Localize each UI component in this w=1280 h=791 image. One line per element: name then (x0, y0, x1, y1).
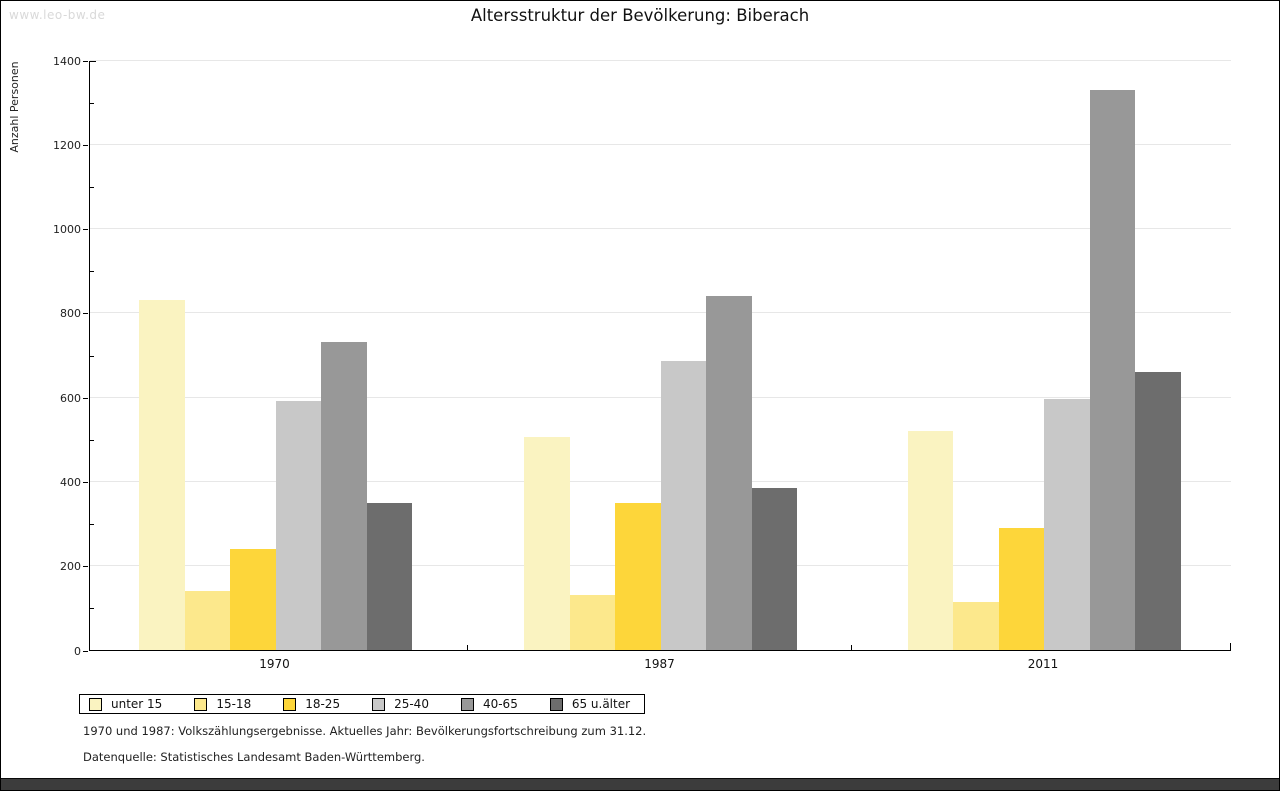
bar-1987-25-40 (660, 361, 706, 650)
bar-1987-unter-15 (524, 437, 570, 650)
y-tick-800 (83, 313, 88, 315)
x-tick-separator-2 (851, 645, 853, 651)
legend-swatch-unter-15 (89, 697, 102, 711)
y-tick-label-600: 600 (60, 391, 81, 405)
gridline-1400 (90, 59, 1231, 61)
bar-1970-40-65 (321, 342, 367, 650)
bar-1970-15-18 (184, 591, 230, 650)
y-axis-label: Anzahl Personen (8, 61, 21, 153)
legend-swatch-40-65 (460, 697, 474, 711)
y-tick-1000 (83, 229, 88, 231)
bottom-bar (1, 778, 1279, 790)
legend-label-65-u.älter: 65 u.älter (571, 697, 631, 711)
y-tick-0 (83, 650, 88, 652)
gridline-1000 (90, 228, 1231, 230)
watermark-link: www.leo-bw.de (9, 8, 106, 22)
y-tick-label-1400: 1400 (53, 54, 81, 68)
bar-1987-15-18 (569, 595, 615, 650)
bar-2011-15-18 (953, 601, 999, 650)
bar-2011-40-65 (1089, 89, 1135, 650)
legend-swatch-15-18 (194, 697, 208, 711)
legend-item-40-65: 40-65 (460, 697, 518, 711)
legend-swatch-25-40 (372, 697, 386, 711)
x-label-2011: 2011 (1027, 657, 1059, 671)
plot-area (89, 59, 1231, 651)
bar-1987-40-65 (706, 296, 752, 650)
gridline-800 (90, 312, 1231, 314)
y-tick-1400 (83, 60, 88, 62)
x-tick-separator-1 (467, 645, 468, 651)
bar-1970-18-25 (230, 548, 276, 650)
y-tick-label-200: 200 (60, 560, 81, 574)
y-minor-tick-300 (90, 524, 94, 526)
bar-2011-25-40 (1044, 399, 1090, 650)
chart-title: Altersstruktur der Bevölkerung: Biberach (470, 6, 810, 25)
y-minor-tick-500 (90, 439, 94, 441)
bar-1970-65-u.älter (366, 502, 412, 650)
legend-label-unter-15: unter 15 (111, 697, 163, 711)
bar-1970-unter-15 (139, 300, 185, 650)
y-axis-endcap (89, 60, 96, 62)
bar-1987-18-25 (615, 502, 661, 650)
y-tick-400 (83, 481, 88, 483)
legend-label-15-18: 15-18 (216, 697, 252, 711)
y-tick-600 (83, 397, 88, 399)
legend-item-25-40: 25-40 (372, 697, 429, 711)
footnote-data-source: Datenquelle: Statistisches Landesamt Bad… (83, 750, 425, 764)
bar-1970-25-40 (275, 401, 321, 650)
legend-item-unter-15: unter 15 (89, 697, 162, 711)
legend-item-18-25: 18-25 (283, 697, 340, 711)
y-tick-label-0: 0 (74, 644, 81, 658)
legend: unter 15 15-18 18-25 25-40 40-65 65 u.älter (79, 694, 646, 714)
x-label-1987: 1987 (644, 657, 675, 671)
legend-item-65-u.älter: 65 u.älter (549, 697, 631, 711)
legend-swatch-65-u.älter (549, 697, 563, 711)
y-minor-tick-1300 (90, 102, 94, 104)
x-axis-endcap (1230, 643, 1231, 651)
legend-label-40-65: 40-65 (482, 697, 518, 711)
x-label-1970: 1970 (259, 657, 290, 671)
y-tick-1200 (83, 144, 88, 146)
y-minor-tick-700 (90, 355, 94, 357)
y-tick-label-400: 400 (60, 475, 81, 489)
bar-2011-65-u.älter (1135, 371, 1181, 650)
legend-swatch-18-25 (283, 697, 297, 711)
bar-2011-unter-15 (907, 430, 953, 650)
bar-1987-65-u.älter (751, 487, 797, 650)
legend-label-18-25: 18-25 (305, 697, 341, 711)
y-minor-tick-1100 (90, 186, 94, 188)
footnote-source-note: 1970 und 1987: Volkszählungsergebnisse. … (83, 724, 647, 738)
legend-label-25-40: 25-40 (394, 697, 429, 711)
y-tick-label-1200: 1200 (53, 138, 81, 152)
y-tick-label-1000: 1000 (53, 223, 81, 237)
gridline-1200 (90, 143, 1231, 145)
legend-item-15-18: 15-18 (194, 697, 251, 711)
bar-2011-18-25 (998, 527, 1044, 650)
y-minor-tick-900 (90, 271, 94, 273)
y-tick-200 (83, 566, 88, 568)
y-minor-tick-100 (90, 608, 94, 610)
y-tick-label-800: 800 (60, 307, 81, 321)
